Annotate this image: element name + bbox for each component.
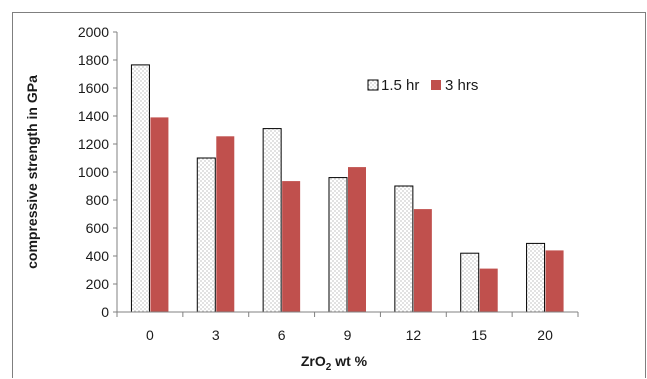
bar-1-5-hr-9 xyxy=(328,177,348,313)
y-tick-label: 1800 xyxy=(78,52,109,68)
y-axis-title: compressive strength in GPa xyxy=(24,75,40,269)
y-tick-label: 400 xyxy=(86,248,110,264)
x-tick-label: 15 xyxy=(471,327,487,343)
bar-3-hrs-3 xyxy=(216,136,235,312)
bar-1-5-hr-6 xyxy=(262,128,282,313)
bar-1-5-hr-20 xyxy=(526,242,546,313)
legend-label-3-hrs: 3 hrs xyxy=(445,77,478,94)
chart-frame xyxy=(12,12,646,378)
y-axis-ticks: 0 200 400 600 800 1000 1200 1400 1600 1800 2000 xyxy=(78,24,117,320)
bar-3-hrs-6 xyxy=(282,181,301,312)
y-tick-label: 2000 xyxy=(78,24,109,40)
y-tick-label: 200 xyxy=(86,276,110,292)
x-axis-ticks: 0 3 6 9 12 15 20 xyxy=(116,312,579,343)
bar-1-5-hr-12 xyxy=(394,185,414,313)
y-tick-label: 1600 xyxy=(78,80,109,96)
x-tick-label: 20 xyxy=(537,327,553,343)
x-tick-label: 3 xyxy=(212,327,220,343)
bar-1-5-hr-0 xyxy=(130,64,150,313)
bar-3-hrs-15 xyxy=(479,268,498,312)
bar-3-hrs-12 xyxy=(413,209,432,312)
x-tick-label: 9 xyxy=(344,327,352,343)
x-axis-title-subscript: 2 xyxy=(326,362,332,373)
legend: 1.5 hr 3 hrs xyxy=(367,77,478,94)
legend-label-1-5-hr: 1.5 hr xyxy=(381,77,419,94)
y-tick-label: 600 xyxy=(86,220,110,236)
y-tick-label: 1200 xyxy=(78,136,109,152)
bar-3-hrs-9 xyxy=(348,167,366,312)
legend-swatch-1-5-hr xyxy=(367,79,379,91)
x-tick-label: 0 xyxy=(146,327,154,343)
legend-swatch-3-hrs xyxy=(431,80,441,90)
x-tick-label: 12 xyxy=(406,327,422,343)
y-tick-label: 1400 xyxy=(78,108,109,124)
x-axis-title-main: ZrO xyxy=(301,353,326,369)
bar-3-hrs-0 xyxy=(150,117,169,313)
x-axis-title: ZrO2 wt % xyxy=(301,353,368,373)
bar-3-hrs-20 xyxy=(545,250,564,312)
y-tick-label: 1000 xyxy=(78,164,109,180)
bar-1-5-hr-3 xyxy=(196,157,216,313)
bars xyxy=(130,64,564,313)
x-axis-title-rest: wt % xyxy=(331,353,367,369)
bar-1-5-hr-15 xyxy=(460,252,480,313)
y-tick-label: 0 xyxy=(101,304,109,320)
y-tick-label: 800 xyxy=(86,192,110,208)
x-tick-label: 6 xyxy=(278,327,286,343)
